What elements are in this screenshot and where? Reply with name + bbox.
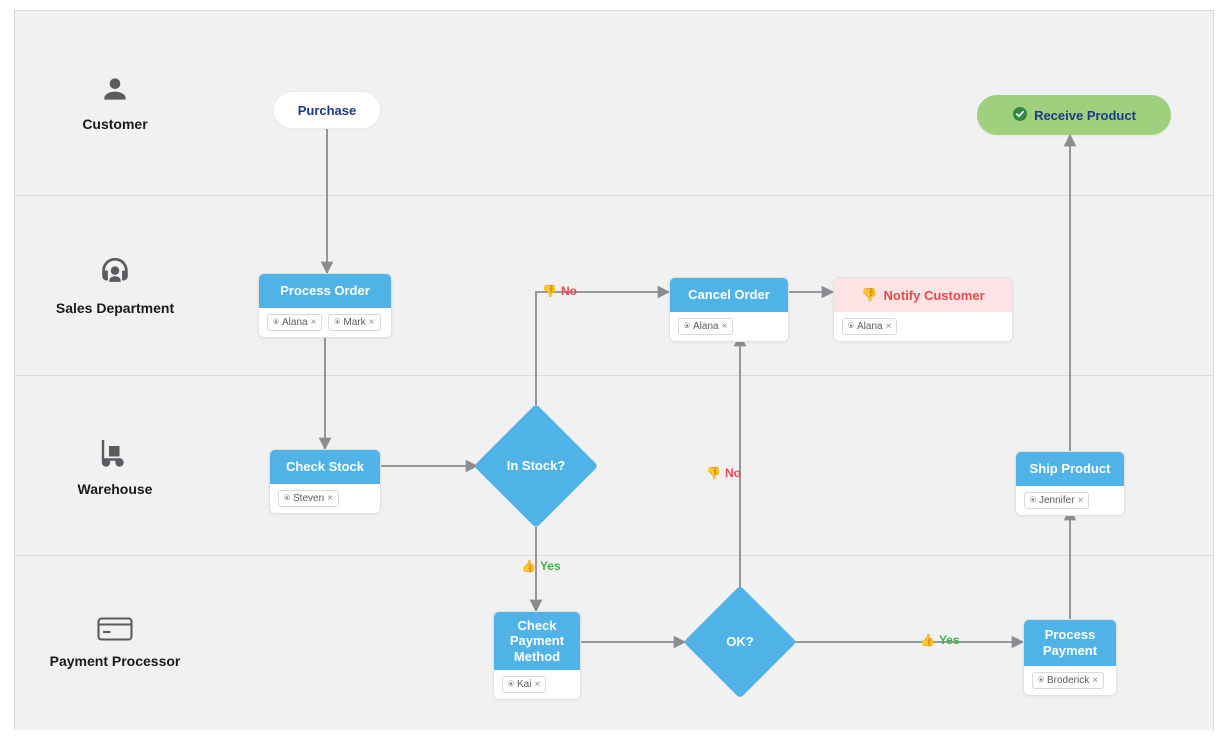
thumbs-up-icon: 👍 [920,633,935,647]
close-icon[interactable]: × [311,317,317,328]
node-label: Process Payment [1036,627,1104,658]
node-tags: ⍟Alana× [670,312,788,341]
lane-label: Payment Processor [50,653,181,670]
thumbs-down-icon: 👎 [861,287,877,303]
lane-header-payment: Payment Processor [15,556,215,730]
person-icon: ⍟ [1030,495,1036,506]
node-tags: ⍟Alana× [834,312,1012,341]
node-receive-product[interactable]: Receive Product [977,95,1171,135]
edge-label-no: 👎 No [706,466,741,480]
thumbs-down-icon: 👎 [542,284,557,298]
assignee-tag[interactable]: ⍟Alana× [267,314,322,331]
node-tags: ⍟Steven× [270,484,380,513]
assignee-tag[interactable]: ⍟Jennifer× [1024,492,1089,509]
edge-label-yes: 👍 Yes [521,559,561,573]
node-tags: ⍟Alana× ⍟Mark× [259,308,391,337]
close-icon[interactable]: × [722,321,728,332]
assignee-tag[interactable]: ⍟Broderick× [1032,672,1104,689]
person-icon: ⍟ [848,321,854,332]
assignee-tag[interactable]: ⍟Steven× [278,490,339,507]
headset-icon [98,255,132,294]
node-label: Receive Product [1034,108,1136,123]
lane-label: Warehouse [78,481,153,498]
node-process-payment[interactable]: Process Payment ⍟Broderick× [1023,619,1117,696]
node-notify-customer[interactable]: 👎 Notify Customer ⍟Alana× [833,277,1013,342]
check-circle-icon [1012,106,1028,125]
close-icon[interactable]: × [1092,675,1098,686]
person-icon: ⍟ [1038,675,1044,686]
node-process-order[interactable]: Process Order ⍟Alana× ⍟Mark× [258,273,392,338]
node-label: Purchase [298,103,357,118]
close-icon[interactable]: × [886,321,892,332]
node-label: Cancel Order [688,287,770,303]
assignee-tag[interactable]: ⍟Alana× [678,318,733,335]
handtruck-icon [97,434,133,475]
node-ship-product[interactable]: Ship Product ⍟Jennifer× [1015,451,1125,516]
edge-label-yes: 👍 Yes [920,633,960,647]
node-check-payment-method[interactable]: Check Payment Method ⍟Kai× [493,611,581,700]
node-label: Check Stock [286,459,364,475]
person-icon: ⍟ [273,317,279,328]
swimlane-canvas: Customer Sales Department Warehouse Paym… [14,10,1214,730]
person-icon: ⍟ [508,679,514,690]
person-icon: ⍟ [284,493,290,504]
node-label: Ship Product [1030,461,1111,477]
lane-label: Customer [82,116,147,133]
node-check-stock[interactable]: Check Stock ⍟Steven× [269,449,381,514]
node-label: Check Payment Method [506,618,568,665]
close-icon[interactable]: × [1078,495,1084,506]
node-purchase[interactable]: Purchase [273,91,381,129]
lane-header-customer: Customer [15,11,215,195]
node-tags: ⍟Jennifer× [1016,486,1124,515]
node-tags: ⍟Broderick× [1024,666,1116,695]
assignee-tag[interactable]: ⍟Mark× [328,314,380,331]
person-icon: ⍟ [334,317,340,328]
assignee-tag[interactable]: ⍟Kai× [502,676,546,693]
edge-label-no: 👎 No [542,284,577,298]
thumbs-down-icon: 👎 [706,466,721,480]
lane-sales: Sales Department [15,196,1213,376]
close-icon[interactable]: × [327,493,333,504]
close-icon[interactable]: × [369,317,375,328]
node-label: Process Order [280,283,370,299]
card-icon [97,616,133,647]
lane-label: Sales Department [56,300,174,317]
assignee-tag[interactable]: ⍟Alana× [842,318,897,335]
person-icon: ⍟ [684,321,690,332]
thumbs-up-icon: 👍 [521,559,536,573]
close-icon[interactable]: × [534,679,540,690]
node-cancel-order[interactable]: Cancel Order ⍟Alana× [669,277,789,342]
lane-header-warehouse: Warehouse [15,376,215,555]
lane-header-sales: Sales Department [15,196,215,375]
node-label: Notify Customer [884,288,985,303]
node-tags: ⍟Kai× [494,670,580,699]
person-icon [99,73,131,110]
